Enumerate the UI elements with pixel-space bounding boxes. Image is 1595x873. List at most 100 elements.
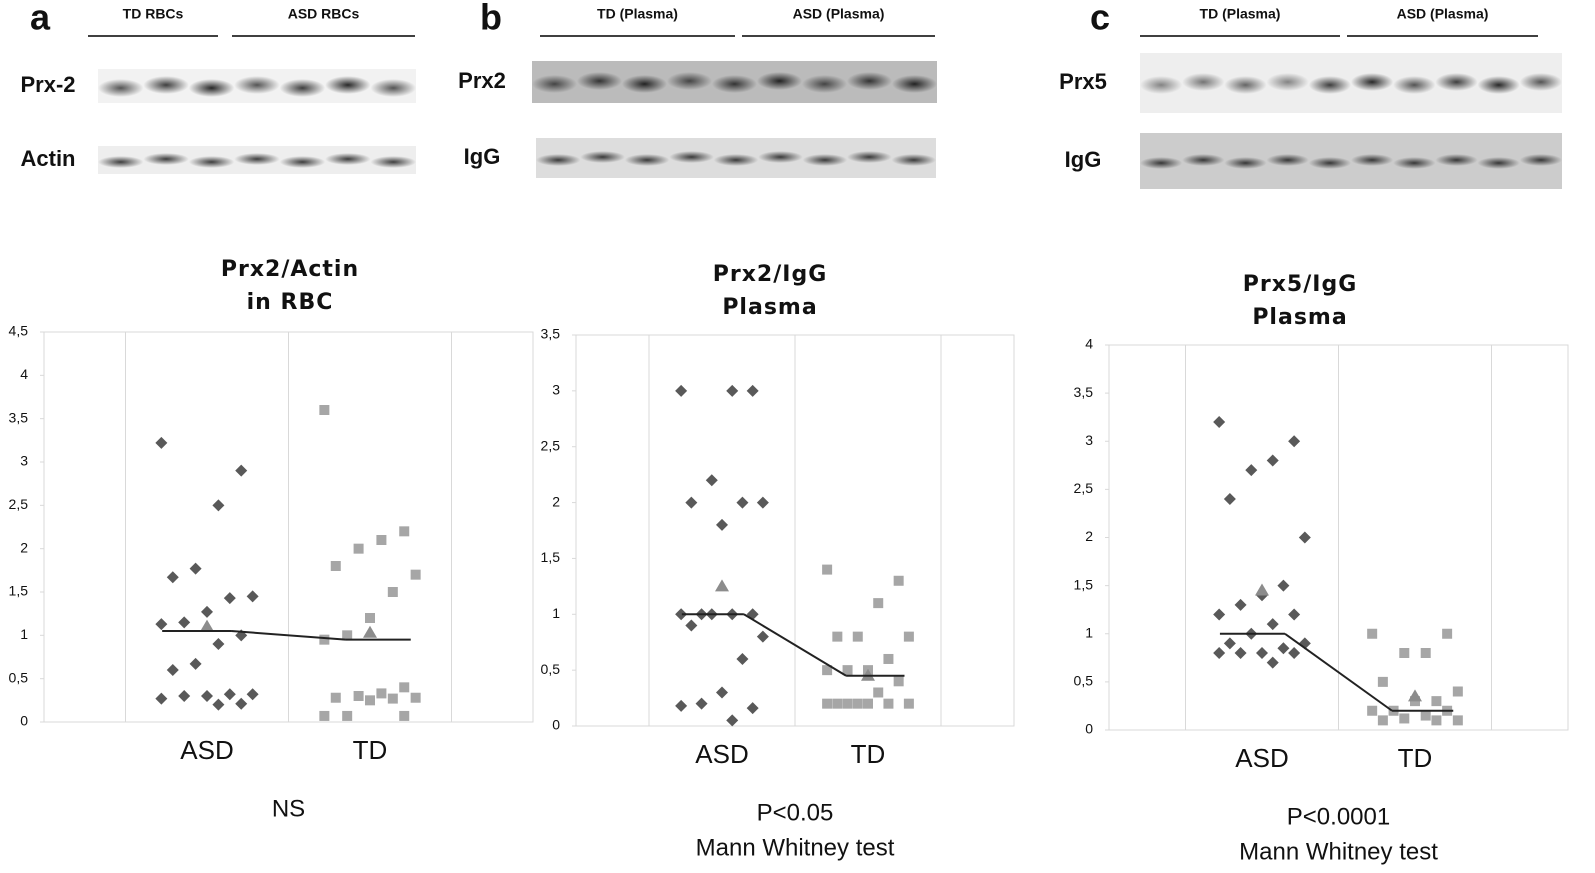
data-point [746,702,759,715]
panel-letter: c [1090,0,1110,38]
mean-marker [363,625,377,638]
data-point [201,605,213,618]
blot-band [188,156,235,168]
blot-row-label: IgG [464,144,501,169]
y-tick-label: 3,5 [541,326,561,342]
data-point [155,436,168,449]
data-point [1377,676,1388,687]
blot-band [847,151,892,163]
data-point [873,598,884,609]
data-point [893,676,904,687]
data-point [756,496,769,509]
blot-band [802,154,848,166]
x-tick-label: TD [1398,743,1433,773]
data-point [1223,493,1236,505]
blot-band [669,151,714,163]
data-point [365,695,375,706]
y-tick-label: 3 [20,453,28,469]
blot-band [1182,154,1225,166]
y-tick-label: 1,5 [1074,576,1094,592]
blot-band [757,72,802,90]
data-point [716,686,728,699]
data-point [155,618,168,631]
y-tick-label: 1 [20,626,28,642]
blot-band [1308,157,1351,169]
data-point [736,652,749,665]
blot-band [370,79,416,97]
data-point [1431,715,1442,726]
data-point [319,634,330,645]
blot-row-label: Prx5 [1059,69,1107,94]
blot-band [1266,73,1309,91]
data-point [1256,647,1268,659]
data-point [410,692,421,703]
data-point [695,697,708,710]
mean-marker [200,619,214,632]
y-tick-label: 1,5 [9,583,29,599]
data-point [1234,647,1247,659]
chart-title: in RBC [247,290,334,315]
data-point [675,384,688,397]
data-point [1442,628,1453,639]
data-point [1213,647,1226,659]
median-connector [1284,632,1393,712]
x-tick-label: ASD [180,735,233,765]
y-tick-label: 4,5 [9,323,29,339]
stat-note: Mann Whitney test [1239,838,1438,865]
blot-group: ASD RBCs [288,6,360,22]
blot-row-label: Prx-2 [20,72,75,97]
data-point [893,575,904,586]
plot-frame [43,331,534,723]
data-point [832,698,843,709]
x-tick-label: ASD [1235,743,1288,773]
blot-band [1477,76,1520,94]
stat-note: NS [272,795,305,822]
blot-band [622,75,667,93]
stat-note: P<0.0001 [1287,803,1390,830]
data-point [246,590,259,603]
data-point [330,561,341,571]
blot-band [1308,76,1351,94]
y-tick-label: 2 [20,539,28,555]
data-point [319,710,330,721]
y-tick-label: 0 [552,717,560,733]
plot-frame [575,334,1015,727]
y-tick-label: 2 [1085,528,1093,544]
data-point [685,496,698,509]
data-point [832,631,843,642]
data-point [1399,713,1410,724]
data-point [376,688,387,699]
panel-letter: a [30,0,51,38]
blot-band [580,151,625,163]
blot-group: ASD (Plasma) [1397,6,1489,22]
blot-band [279,79,326,97]
blot-row-label: IgG [1065,147,1102,172]
chart-title: Plasma [722,295,817,320]
data-point [399,526,410,537]
data-point [410,569,421,580]
blot-band [713,154,759,166]
data-point [387,587,398,597]
blot-band [532,75,577,93]
data-point [756,630,769,643]
data-point [201,690,213,702]
data-point [863,698,873,709]
stat-note: P<0.05 [757,799,834,826]
data-point [1420,710,1431,721]
blot-band [1266,154,1309,166]
y-tick-label: 2,5 [541,437,561,453]
data-point [387,693,398,704]
y-tick-label: 0,5 [1074,673,1094,689]
y-tick-label: 2 [552,493,560,509]
data-point [212,499,225,512]
chart-title: Prx2/IgG [713,262,828,287]
data-point [1288,608,1301,621]
data-point [178,616,191,629]
data-point [1213,608,1226,621]
blot-band [712,75,757,93]
data-point [726,714,739,727]
blot-band [1435,73,1478,91]
y-tick-label: 2,5 [1074,480,1094,496]
data-point [1452,715,1463,726]
